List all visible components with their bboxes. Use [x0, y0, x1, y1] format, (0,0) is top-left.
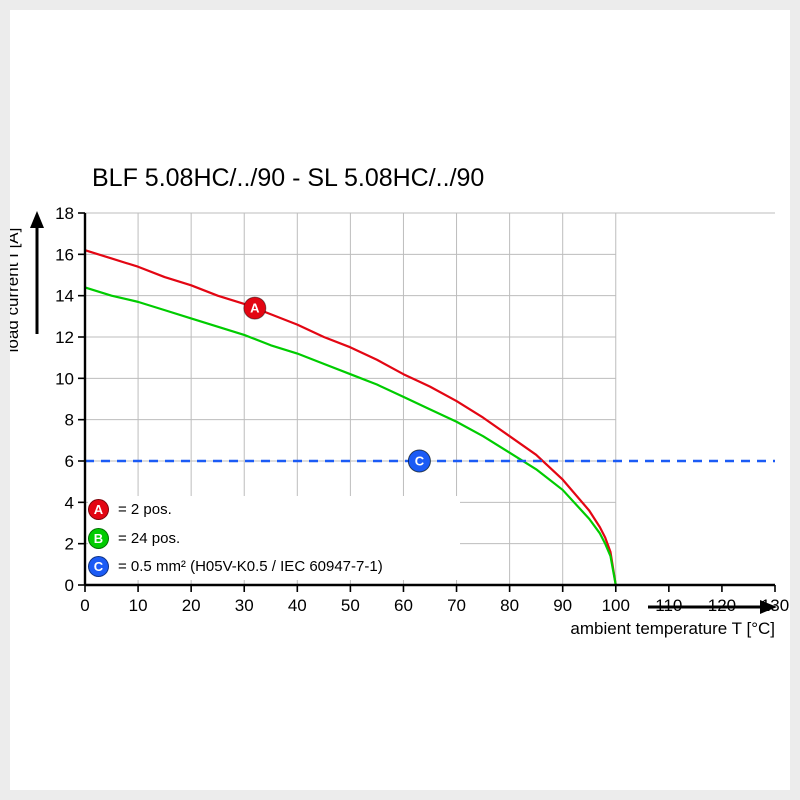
legend-badge-a: A: [88, 499, 109, 520]
x-tick-label: 80: [500, 596, 519, 615]
x-tick-label: 30: [235, 596, 254, 615]
x-tick-label: 0: [80, 596, 89, 615]
legend-item-a: A = 2 pos.: [88, 499, 460, 520]
y-tick-label: 4: [65, 493, 74, 512]
y-tick-label: 8: [65, 411, 74, 430]
y-axis-arrow-icon: [30, 211, 44, 334]
x-tick-label: 20: [182, 596, 201, 615]
y-tick-label: 10: [55, 369, 74, 388]
y-tick-label: 2: [65, 535, 74, 554]
y-tick-label: 14: [55, 287, 74, 306]
x-axis-arrow-icon: [648, 600, 777, 614]
x-tick-label: 50: [341, 596, 360, 615]
axis-layer: 0102030405060708090100110120130024681012…: [55, 204, 789, 615]
curve-marker-label-a: A: [250, 301, 260, 316]
y-tick-label: 12: [55, 328, 74, 347]
curve-marker-a: [243, 296, 267, 320]
x-tick-label: 60: [394, 596, 413, 615]
x-tick-label: 100: [602, 596, 630, 615]
y-tick-label: 18: [55, 204, 74, 223]
legend-label-a: = 2 pos.: [118, 501, 172, 518]
x-tick-label: 90: [553, 596, 572, 615]
legend-label-c: = 0.5 mm² (H05V-K0.5 / IEC 60947-7-1): [118, 558, 383, 575]
x-tick-label: 70: [447, 596, 466, 615]
x-tick-label: 40: [288, 596, 307, 615]
legend-label-b: = 24 pos.: [118, 529, 181, 547]
y-tick-label: 16: [55, 245, 74, 264]
y-tick-label: 6: [65, 452, 74, 471]
x-tick-label: 10: [129, 596, 148, 615]
curve-marker-label-c: C: [415, 454, 425, 469]
legend-badge-b: B: [88, 527, 109, 549]
chart-title: BLF 5.08HC/../90 - SL 5.08HC/../90: [92, 164, 484, 192]
legend-item-c: C = 0.5 mm² (H05V-K0.5 / IEC 60947-7-1): [88, 556, 460, 577]
legend-badge-c: C: [88, 556, 109, 577]
y-axis-label: load current I [A]: [3, 228, 22, 353]
marker-layer: ABC: [243, 296, 431, 473]
curve-marker-c: [407, 449, 431, 473]
series-curve-a: [84, 249, 617, 586]
legend-item-b: B = 24 pos.: [88, 527, 460, 549]
series-curve-b: [84, 286, 617, 586]
x-axis-label: ambient temperature T [°C]: [570, 619, 775, 638]
y-tick-label: 0: [65, 576, 74, 595]
legend: A = 2 pos. B = 24 pos. C = 0.5 mm² (H05V…: [88, 496, 460, 580]
